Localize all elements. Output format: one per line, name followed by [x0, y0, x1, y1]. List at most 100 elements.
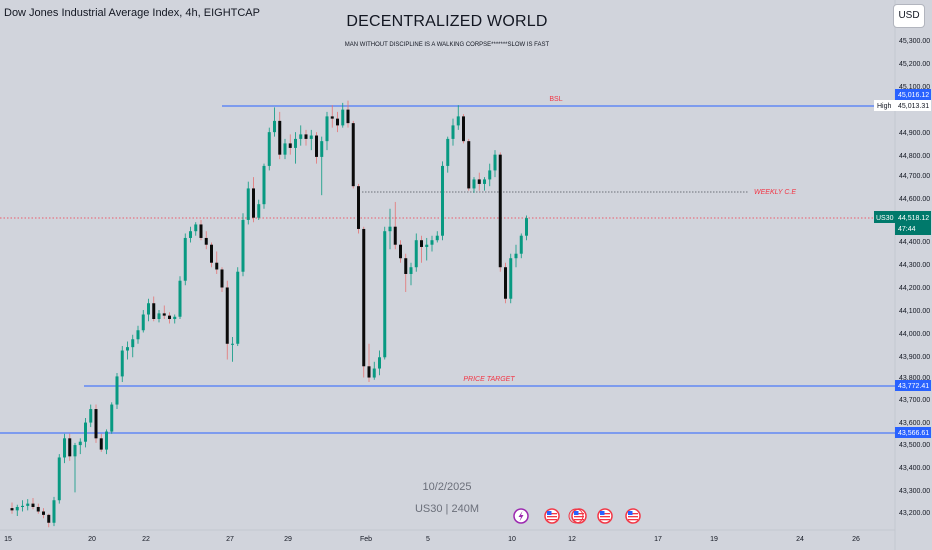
candle-body[interactable]: [341, 109, 345, 126]
candle-body[interactable]: [241, 219, 245, 272]
candle-body[interactable]: [357, 186, 360, 229]
time-axis[interactable]: 15 20 22 27 29 Feb 5 10 12 17 19 24 26: [4, 536, 860, 543]
currency-button[interactable]: USD: [893, 4, 925, 28]
candle-body[interactable]: [383, 231, 387, 358]
candle-body[interactable]: [309, 135, 313, 139]
candle-body[interactable]: [257, 204, 261, 218]
candle-body[interactable]: [441, 165, 444, 236]
candle-body[interactable]: [57, 457, 61, 501]
candle-body[interactable]: [120, 350, 124, 377]
candle-body[interactable]: [178, 280, 182, 317]
us-flag-icon[interactable]: [625, 508, 641, 524]
candle-body[interactable]: [36, 506, 40, 512]
candle-body[interactable]: [252, 188, 255, 218]
candle-body[interactable]: [225, 287, 229, 344]
candle-body[interactable]: [47, 514, 51, 523]
candle-body[interactable]: [63, 438, 66, 458]
candle-body[interactable]: [351, 123, 355, 187]
price-axis[interactable]: 45,300.00 45,200.00 45,100.00 44,900.00 …: [899, 38, 930, 517]
candle-body[interactable]: [346, 109, 350, 124]
candle-body[interactable]: [199, 224, 203, 238]
candle-body[interactable]: [435, 235, 439, 241]
candle-body[interactable]: [425, 244, 429, 247]
candle-body[interactable]: [173, 316, 177, 320]
candle-body[interactable]: [304, 134, 308, 139]
candle-body[interactable]: [367, 366, 371, 378]
candle-body[interactable]: [152, 303, 156, 320]
candle-body[interactable]: [204, 237, 208, 245]
candle-body[interactable]: [246, 188, 250, 220]
candle-body[interactable]: [388, 226, 392, 232]
candle-body[interactable]: [404, 258, 408, 274]
candle-body[interactable]: [299, 134, 303, 139]
candle-body[interactable]: [467, 141, 471, 189]
candle-body[interactable]: [42, 511, 45, 515]
candle-body[interactable]: [283, 143, 287, 155]
candle-body[interactable]: [215, 262, 219, 270]
candle-body[interactable]: [231, 343, 234, 345]
candle-body[interactable]: [31, 503, 35, 507]
candle-body[interactable]: [325, 116, 329, 142]
candle-body[interactable]: [157, 313, 161, 320]
candle-body[interactable]: [509, 258, 513, 299]
candle-body[interactable]: [399, 244, 402, 259]
candle-body[interactable]: [493, 154, 497, 171]
candle-body[interactable]: [362, 228, 366, 367]
candle-body[interactable]: [94, 409, 98, 439]
candle-body[interactable]: [483, 179, 486, 184]
candle-body[interactable]: [273, 120, 276, 133]
candle-body[interactable]: [78, 441, 82, 446]
candle-body[interactable]: [15, 506, 19, 511]
candle-body[interactable]: [315, 135, 318, 157]
flash-icon[interactable]: [513, 508, 529, 524]
candle-body[interactable]: [210, 244, 213, 263]
candle-body[interactable]: [21, 505, 24, 507]
candle-body[interactable]: [126, 347, 129, 351]
candle-body[interactable]: [105, 431, 108, 450]
candle-body[interactable]: [488, 170, 492, 180]
candle-body[interactable]: [294, 138, 297, 148]
candle-body[interactable]: [372, 368, 376, 378]
candle-body[interactable]: [456, 116, 460, 126]
candle-body[interactable]: [131, 339, 135, 348]
candle-body[interactable]: [236, 271, 240, 344]
us-flag-icon[interactable]: [544, 508, 560, 524]
candle-body[interactable]: [462, 116, 465, 142]
candle-body[interactable]: [430, 240, 434, 245]
candle-body[interactable]: [189, 231, 192, 238]
candle-body[interactable]: [52, 500, 56, 523]
candle-body[interactable]: [451, 125, 455, 139]
candle-body[interactable]: [26, 503, 30, 506]
candle-body[interactable]: [89, 409, 93, 423]
candle-body[interactable]: [409, 267, 413, 274]
candle-body[interactable]: [110, 404, 114, 432]
candle-body[interactable]: [414, 240, 418, 268]
candle-body[interactable]: [183, 237, 187, 281]
candle-body[interactable]: [514, 253, 518, 259]
candle-body[interactable]: [220, 269, 224, 288]
candle-body[interactable]: [262, 165, 266, 205]
candle-body[interactable]: [288, 143, 292, 148]
candle-body[interactable]: [147, 303, 150, 315]
candle-body[interactable]: [136, 330, 140, 340]
candle-body[interactable]: [267, 132, 271, 166]
candle-body[interactable]: [73, 445, 77, 457]
candle-body[interactable]: [525, 218, 528, 236]
candle-body[interactable]: [10, 508, 14, 511]
us-flag-icon[interactable]: [568, 508, 587, 524]
candle-body[interactable]: [446, 138, 450, 166]
candle-body[interactable]: [477, 179, 481, 184]
candle-body[interactable]: [99, 438, 103, 450]
candle-body[interactable]: [278, 120, 282, 155]
candle-body[interactable]: [84, 422, 87, 442]
candle-body[interactable]: [168, 315, 171, 320]
symbol-title[interactable]: Dow Jones Industrial Average Index, 4h, …: [4, 7, 260, 19]
candle-body[interactable]: [115, 376, 119, 405]
candle-body[interactable]: [336, 118, 339, 126]
candle-body[interactable]: [68, 438, 72, 457]
us-flag-icon[interactable]: [597, 508, 613, 524]
candle-body[interactable]: [498, 154, 502, 268]
candle-body[interactable]: [393, 226, 397, 245]
candle-body[interactable]: [162, 313, 166, 316]
